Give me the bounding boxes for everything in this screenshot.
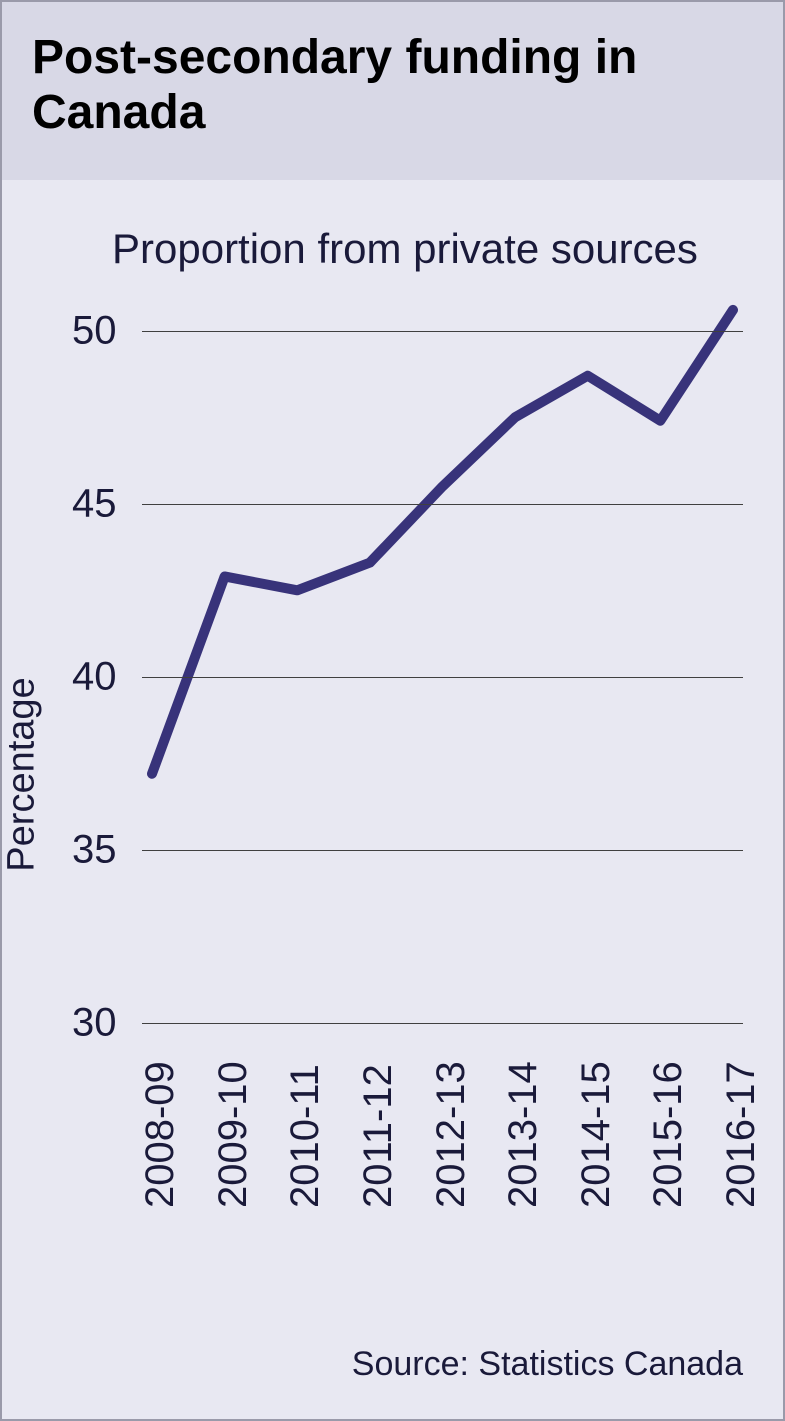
x-tick-label: 2012-13 — [429, 1062, 474, 1209]
x-tick-label: 2016-17 — [719, 1062, 764, 1209]
gridline — [142, 1023, 743, 1024]
y-tick-label: 35 — [72, 828, 117, 873]
x-tick-label: 2011-12 — [356, 1065, 401, 1209]
y-tick-label: 45 — [72, 482, 117, 527]
x-tick-label: 2010-11 — [283, 1065, 328, 1209]
y-axis-label: Percentage — [1, 678, 44, 872]
gridline — [142, 677, 743, 678]
y-tick-label: 30 — [72, 1001, 117, 1046]
x-tick-label: 2008-09 — [138, 1062, 183, 1209]
data-line — [152, 310, 733, 774]
chart-area: Percentage 2008-092009-102010-112011-122… — [32, 303, 753, 1203]
gridline — [142, 850, 743, 851]
source-text: Source: Statistics Canada — [352, 1345, 743, 1384]
y-tick-label: 50 — [72, 309, 117, 354]
chart-container: Post-secondary funding in Canada Proport… — [0, 0, 785, 1421]
plot-area: 2008-092009-102010-112011-122012-132013-… — [142, 303, 743, 1023]
y-tick-label: 40 — [72, 655, 117, 700]
chart-subtitle: Proportion from private sources — [2, 180, 783, 283]
chart-header: Post-secondary funding in Canada — [2, 2, 783, 180]
gridline — [142, 504, 743, 505]
line-chart-svg — [142, 303, 743, 1023]
x-tick-label: 2015-16 — [646, 1062, 691, 1209]
x-tick-label: 2013-14 — [501, 1062, 546, 1209]
gridline — [142, 331, 743, 332]
chart-title: Post-secondary funding in Canada — [32, 30, 753, 140]
x-tick-label: 2014-15 — [574, 1062, 619, 1209]
x-tick-label: 2009-10 — [211, 1062, 256, 1209]
x-axis-labels: 2008-092009-102010-112011-122012-132013-… — [142, 1033, 743, 1213]
